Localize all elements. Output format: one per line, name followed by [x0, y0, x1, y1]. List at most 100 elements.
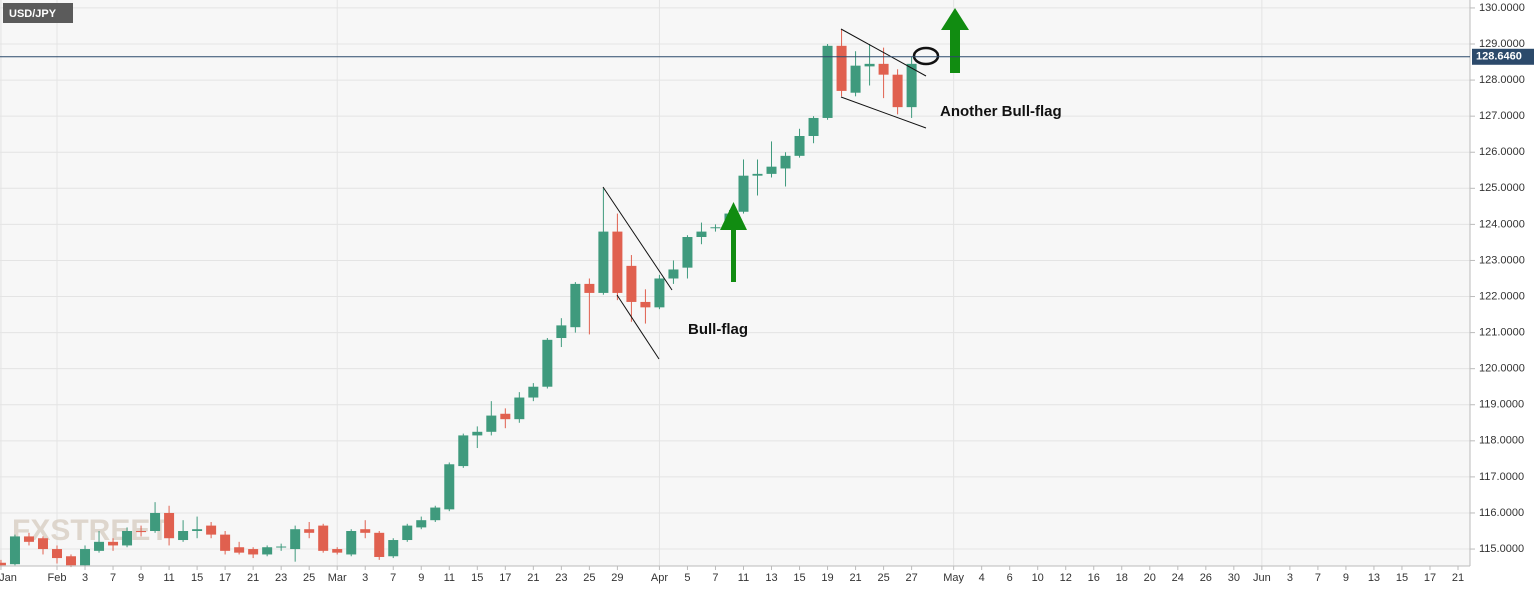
candle-body	[276, 546, 287, 548]
candle-body	[668, 269, 679, 279]
x-tick-label: 25	[583, 572, 595, 584]
candle-body	[458, 435, 469, 467]
candle-body	[234, 547, 245, 553]
candle-body	[500, 413, 511, 420]
candle-body	[654, 278, 665, 308]
x-tick-label: 15	[1396, 572, 1408, 584]
candle-body	[150, 512, 161, 532]
candle-body	[738, 175, 749, 212]
x-tick-label: 15	[191, 572, 203, 584]
up-arrow	[720, 202, 747, 282]
x-tick-label: 17	[219, 572, 231, 584]
x-tick-label: 5	[684, 572, 690, 584]
candle-body	[794, 135, 805, 156]
candle-body	[262, 547, 273, 555]
candle-body	[360, 529, 371, 533]
x-tick-label: 24	[1172, 572, 1184, 584]
candle-body	[0, 562, 6, 566]
x-tick-label: 9	[138, 572, 144, 584]
candle-body	[752, 173, 763, 176]
candle-body	[220, 534, 231, 551]
x-tick-label: 20	[1144, 572, 1156, 584]
y-tick-label: 130.0000	[1479, 2, 1525, 14]
candle-body	[682, 237, 693, 268]
candle-body	[52, 549, 62, 559]
y-tick-label: 115.0000	[1479, 543, 1524, 555]
candle-body	[23, 536, 34, 542]
candle-body	[164, 512, 175, 539]
candle-body	[430, 507, 441, 521]
x-tick-label: 9	[418, 572, 424, 584]
annotation: Bull-flag	[688, 321, 748, 338]
up-arrow	[941, 8, 969, 73]
y-tick-label: 116.0000	[1479, 507, 1524, 519]
y-tick-label: 122.0000	[1479, 290, 1525, 302]
candle-body	[850, 65, 861, 93]
candle-body	[192, 529, 203, 532]
y-tick-label: 121.0000	[1479, 327, 1525, 339]
x-tick-label: 3	[82, 572, 88, 584]
y-tick-label: 123.0000	[1479, 254, 1525, 266]
x-tick-label: 9	[1343, 572, 1349, 584]
candle-body	[528, 386, 539, 398]
x-tick-label: 25	[303, 572, 315, 584]
symbol-badge	[3, 3, 73, 23]
flag-line	[840, 28, 927, 77]
y-tick-label: 129.0000	[1479, 38, 1525, 50]
candle-body	[892, 74, 903, 108]
candle-body	[346, 531, 357, 555]
candle-body	[206, 525, 217, 535]
candle-body	[178, 531, 189, 541]
candle-body	[332, 549, 343, 553]
y-tick-label: 117.0000	[1479, 471, 1524, 483]
breakout-circle	[912, 46, 940, 66]
x-tick-label: 7	[110, 572, 116, 584]
y-tick-label: 118.0000	[1479, 435, 1524, 447]
candle-body	[836, 45, 847, 91]
candle-body	[80, 549, 91, 566]
candle-body	[514, 397, 525, 420]
candle-body	[374, 532, 385, 557]
candle-body	[402, 525, 413, 541]
plot-background	[0, 0, 1470, 566]
annotation: Another Bull-flag	[940, 103, 1062, 120]
chart-title: USD/JPY	[9, 8, 57, 20]
x-tick-label: Jan	[0, 572, 17, 584]
grid	[0, 0, 1470, 566]
y-tick-label: 126.0000	[1479, 146, 1525, 158]
x-tick-label: 26	[1200, 572, 1212, 584]
candle-body	[94, 541, 105, 551]
price-label: 128.6460	[1476, 51, 1522, 63]
y-tick-label: 124.0000	[1479, 218, 1525, 230]
candle-body	[444, 464, 455, 510]
x-tick-label: 3	[1287, 572, 1293, 584]
candle-body	[542, 339, 553, 387]
watermark: FXSTREET	[12, 514, 169, 547]
x-tick-label: 29	[611, 572, 623, 584]
candle-body	[290, 529, 301, 550]
x-tick-label: 11	[444, 572, 455, 584]
x-tick-label: 11	[738, 572, 749, 584]
candle-body	[766, 166, 777, 174]
candle-body	[612, 231, 623, 293]
y-tick-label: 120.0000	[1479, 363, 1525, 375]
candle-body	[486, 415, 497, 432]
x-tick-label: 21	[527, 572, 539, 584]
candle-body	[710, 227, 721, 229]
x-tick-label: 25	[877, 572, 889, 584]
candle-body	[472, 431, 483, 436]
price-label-box	[1472, 48, 1534, 65]
candle-body	[864, 63, 875, 67]
x-tick-label: 7	[712, 572, 718, 584]
x-tick-label: 7	[1315, 572, 1321, 584]
candle-body	[108, 541, 119, 546]
candle-body	[696, 231, 707, 238]
candle-body	[66, 556, 77, 566]
x-tick-label: 17	[499, 572, 511, 584]
x-tick-label: Jun	[1253, 572, 1271, 584]
x-tick-label: 21	[1452, 572, 1464, 584]
x-tick-label: 15	[793, 572, 805, 584]
x-tick-label: 13	[1368, 572, 1380, 584]
